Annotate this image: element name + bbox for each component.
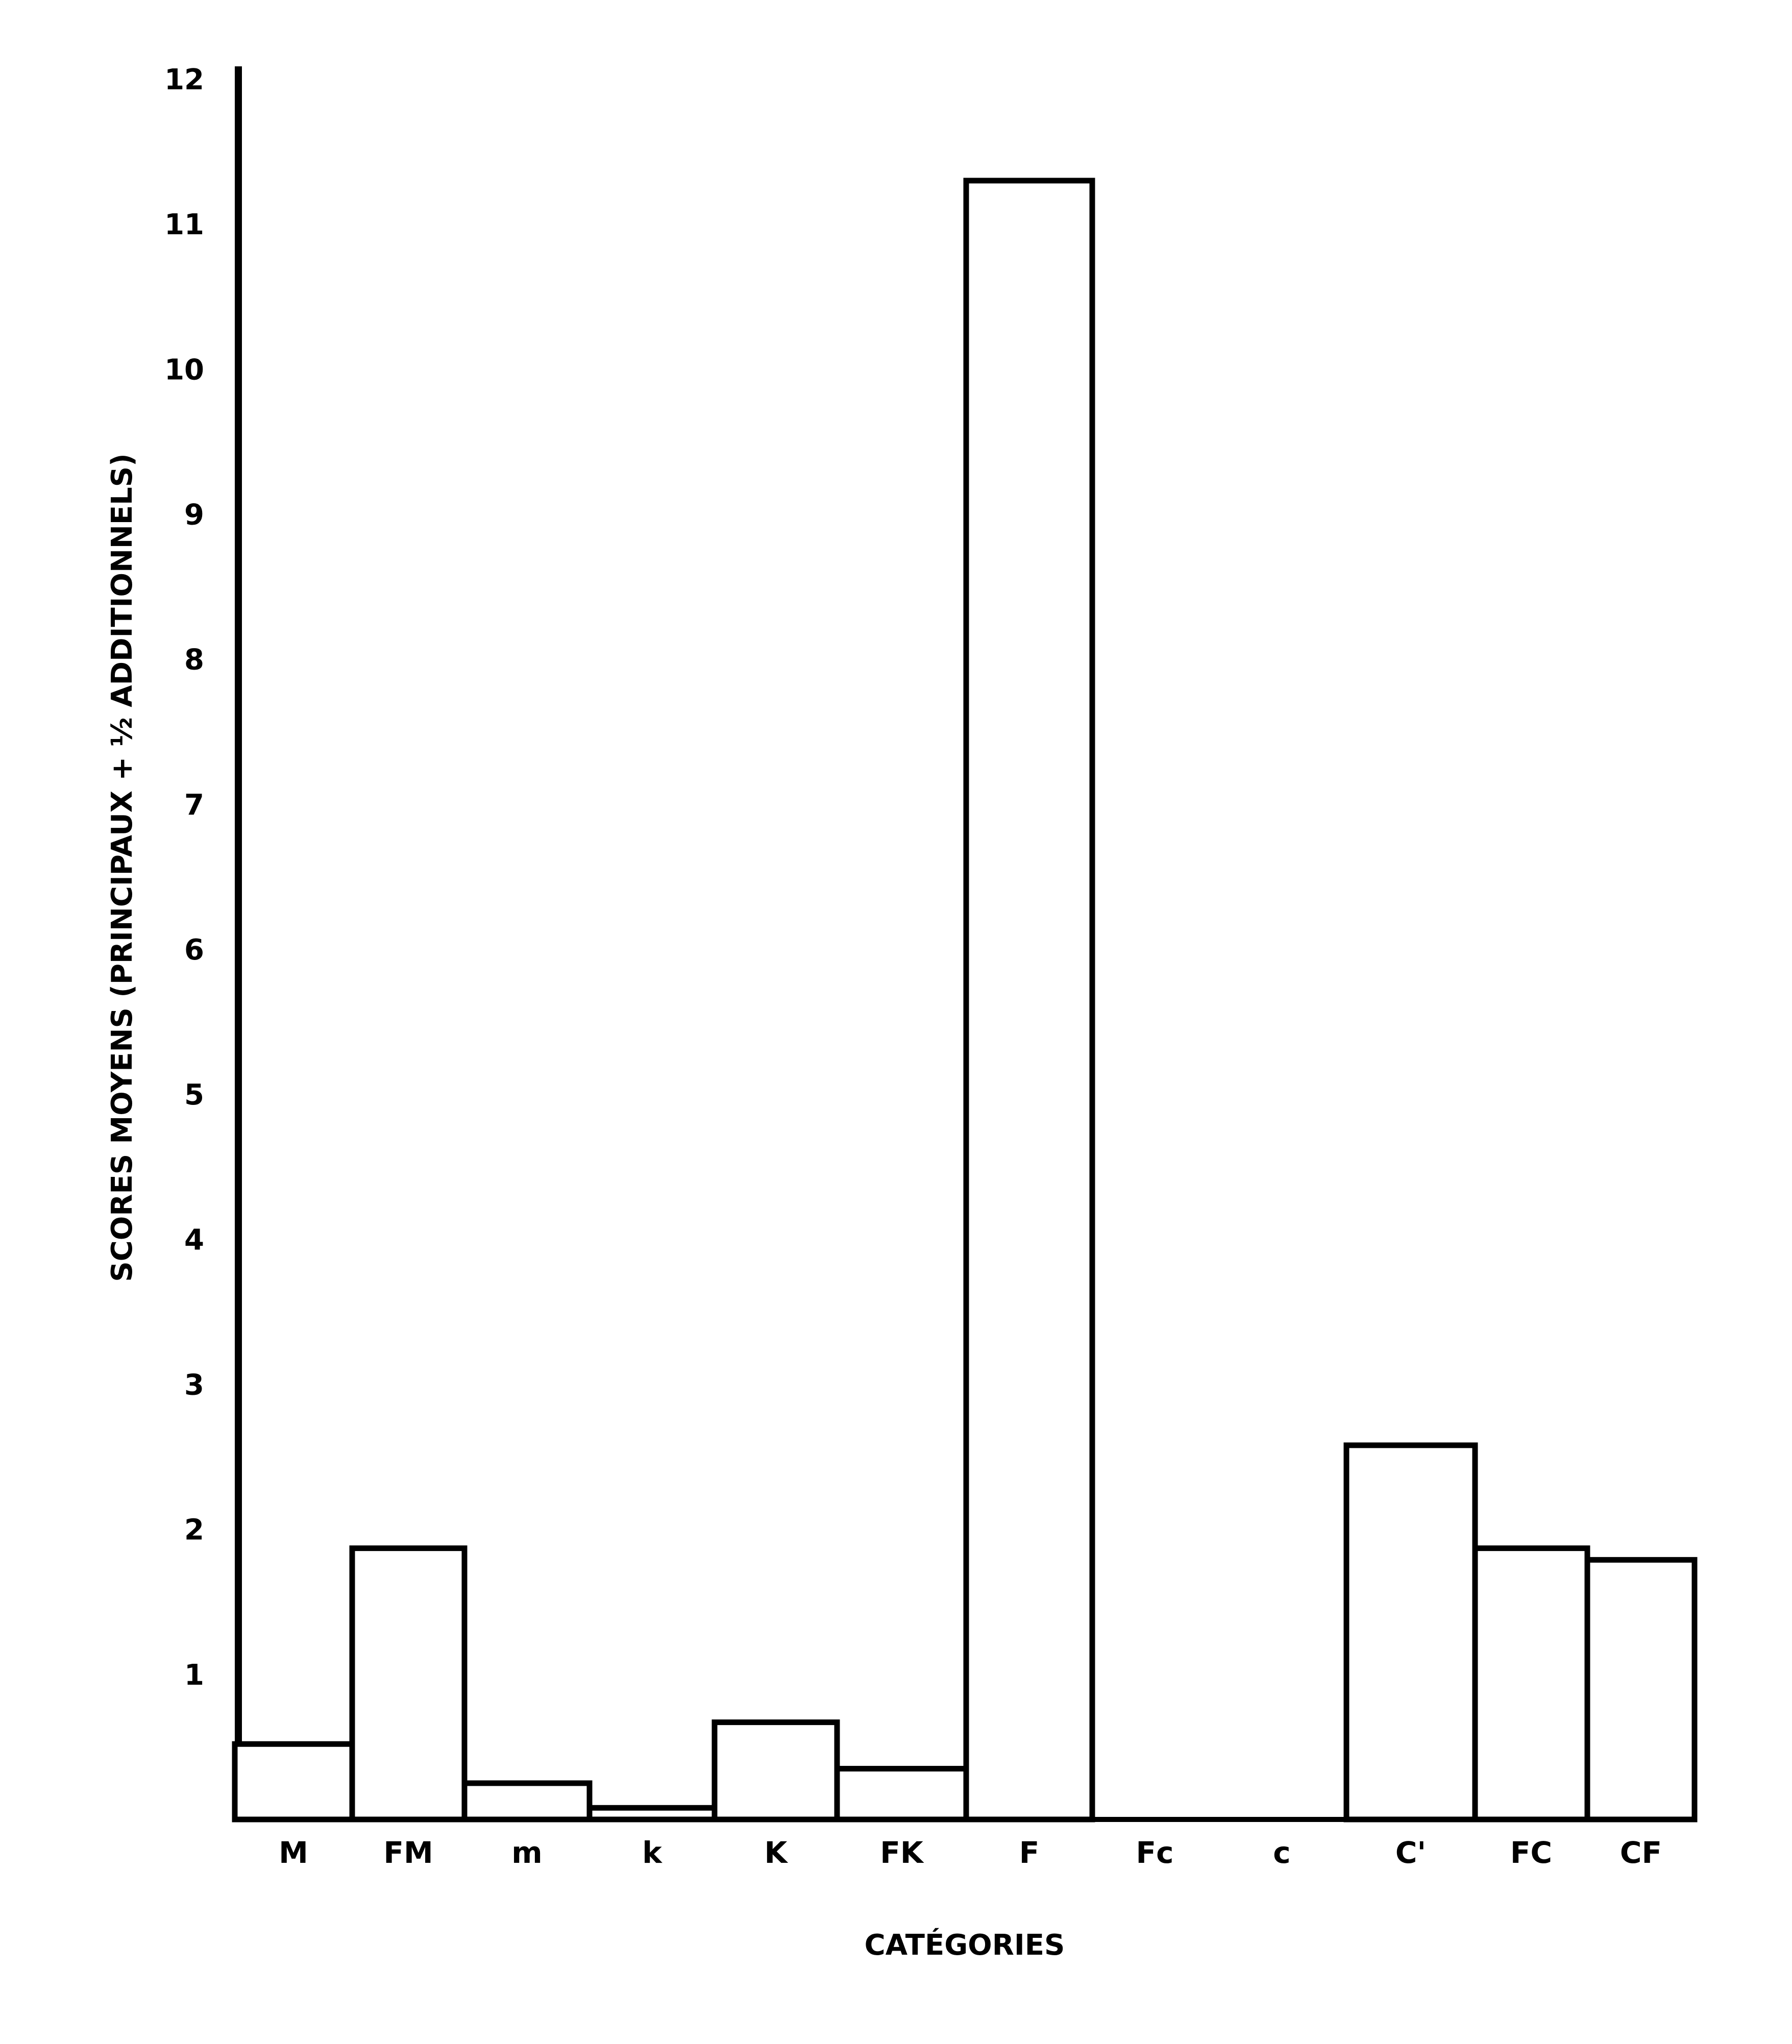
y-tick-label: 8 [184, 644, 204, 677]
bar [711, 1719, 840, 1823]
bar [834, 1766, 969, 1823]
bar [1343, 1442, 1478, 1823]
x-tick-label: K [765, 1835, 789, 1870]
y-tick-label: 5 [184, 1078, 204, 1112]
bar [1584, 1557, 1698, 1823]
bar [349, 1545, 468, 1823]
y-tick-label: 7 [184, 789, 204, 822]
x-axis-title: CATÉGORIES [865, 1928, 1065, 1962]
bar [232, 1741, 355, 1823]
x-tick-label: m [511, 1835, 542, 1870]
bar [1472, 1545, 1590, 1823]
x-tick-label: CF [1620, 1835, 1662, 1870]
bar [963, 178, 1095, 1823]
y-tick-label: 12 [164, 63, 204, 96]
x-tick-label: FM [383, 1835, 433, 1870]
y-tick-label: 3 [184, 1369, 204, 1402]
y-tick-label: 9 [184, 499, 204, 532]
y-tick-label: 2 [184, 1514, 204, 1547]
bar [461, 1780, 593, 1823]
x-tick-label: C' [1395, 1835, 1426, 1870]
y-tick-label: 6 [184, 933, 204, 967]
y-tick-label: 4 [184, 1223, 204, 1257]
bar [586, 1805, 718, 1823]
x-tick-labels: M FM m k K FK F Fc c C' FC CF [279, 1835, 1662, 1870]
x-tick-label: F [1019, 1835, 1040, 1870]
y-tick-label: 10 [164, 353, 204, 386]
y-tick-label: 1 [184, 1659, 204, 1692]
x-tick-label: c [1273, 1835, 1290, 1870]
x-tick-label: k [642, 1835, 662, 1870]
x-tick-label: FK [880, 1835, 924, 1870]
x-tick-label: M [279, 1835, 308, 1870]
y-axis-title: SCORES MOYENS (PRINCIPAUX + ½ ADDITIONNE… [106, 453, 139, 1282]
x-tick-label: Fc [1136, 1835, 1173, 1870]
bars [232, 178, 1698, 1823]
y-tick-label: 11 [164, 208, 204, 241]
x-tick-label: FC [1510, 1835, 1552, 1870]
